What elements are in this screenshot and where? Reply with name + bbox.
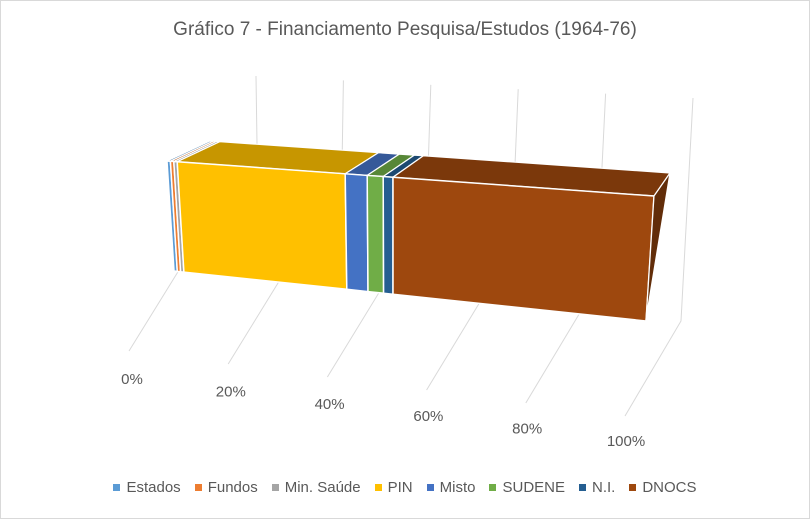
x-tick-label: 100%: [607, 433, 645, 450]
legend-swatch: [579, 484, 586, 491]
x-tick-label: 80%: [512, 421, 542, 438]
legend-swatch: [113, 484, 121, 491]
legend-item: DNOCS: [629, 479, 697, 496]
legend-swatch: [629, 484, 637, 491]
x-tick-label: 60%: [413, 408, 443, 425]
legend-item: N.I.: [579, 479, 615, 496]
legend-label: Estados: [126, 479, 181, 496]
legend-swatch: [489, 484, 497, 491]
legend-label: DNOCS: [642, 479, 697, 496]
legend-label: Fundos: [207, 479, 258, 496]
legend-label: N.I.: [592, 479, 616, 496]
legend: Estados Fundos Min. Saúde PIN Misto SUDENE N.I…: [1, 479, 809, 496]
legend-label: PIN: [387, 479, 413, 496]
x-tick-label: 20%: [216, 383, 246, 400]
legend-item: Misto: [426, 479, 476, 496]
legend-label: Misto: [439, 479, 476, 496]
legend-item: Fundos: [194, 479, 258, 496]
bar-segment-pin: [174, 141, 381, 291]
legend-swatch: [271, 484, 279, 491]
legend-item: PIN: [374, 479, 413, 496]
legend-swatch: [426, 484, 434, 491]
legend-item: Min. Saúde: [271, 479, 361, 496]
legend-swatch: [374, 484, 382, 491]
x-tick-label: 40%: [315, 396, 345, 413]
legend-label: Min. Saúde: [284, 479, 361, 496]
bar-stack: [166, 140, 672, 322]
chart-title: Gráfico 7 - Financiamento Pesquisa/Estud…: [173, 19, 637, 40]
bar-segment-dnocs: [391, 155, 672, 322]
legend-swatch: [194, 484, 202, 491]
x-tick-label: 0%: [121, 371, 143, 388]
gridline: [624, 97, 694, 417]
x-axis-ticks: 0% 20% 40% 60% 80% 100%: [121, 371, 645, 450]
legend-item: SUDENE: [489, 479, 565, 496]
legend-item: Estados: [113, 479, 181, 496]
legend-label: SUDENE: [502, 479, 565, 496]
